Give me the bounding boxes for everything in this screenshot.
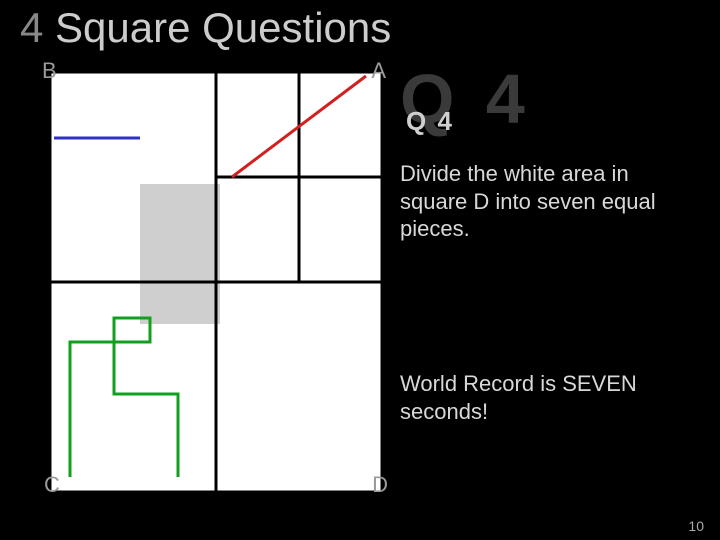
world-record-text: World Record is SEVEN seconds!	[400, 370, 690, 425]
title-number: 4	[20, 4, 43, 51]
diagram-svg	[50, 72, 382, 492]
label-c: C	[44, 472, 60, 498]
title-rest: Square Questions	[55, 4, 391, 51]
page-title: 4 Square Questions	[20, 4, 391, 52]
four-square-diagram: B A C D	[50, 72, 382, 492]
label-d: D	[372, 472, 388, 498]
question-number-small: Q 4	[406, 106, 454, 137]
label-b: B	[42, 58, 57, 84]
question-instruction: Divide the white area in square D into s…	[400, 160, 690, 243]
page-number: 10	[688, 518, 704, 534]
label-a: A	[371, 58, 386, 84]
